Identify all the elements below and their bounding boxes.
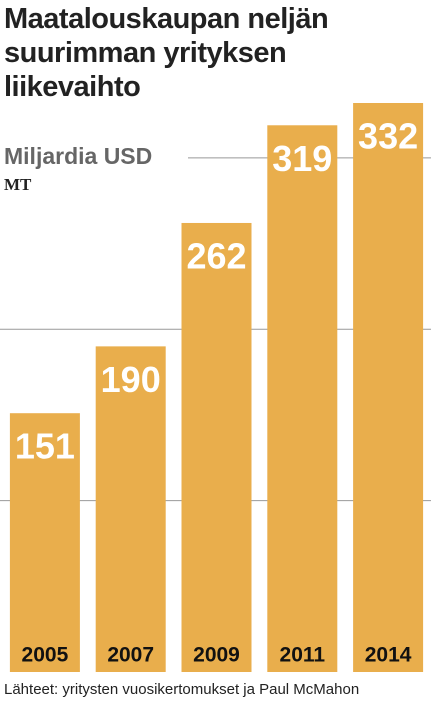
source: Lähteet: yritysten vuosikertomukset ja P… bbox=[4, 681, 359, 698]
logo: MT bbox=[4, 175, 32, 194]
bar bbox=[95, 346, 166, 672]
bars: 151 2005 190 2007 262 2009 319 2011 332 2014 bbox=[9, 103, 424, 672]
value-label: 151 bbox=[15, 426, 75, 467]
bar bbox=[353, 103, 424, 672]
bar bbox=[181, 222, 252, 672]
bar bbox=[267, 125, 338, 672]
value-label: 332 bbox=[358, 116, 418, 157]
x-tick-label: 2005 bbox=[22, 644, 69, 667]
subtitle-backdrop bbox=[0, 140, 188, 200]
bar bbox=[9, 413, 80, 672]
value-label: 262 bbox=[186, 235, 246, 276]
x-tick-label: 2011 bbox=[280, 644, 326, 667]
x-tick-label: 2009 bbox=[193, 644, 240, 667]
x-tick-label: 2014 bbox=[365, 644, 412, 667]
value-label: 319 bbox=[272, 138, 332, 179]
x-tick-label: 2007 bbox=[107, 644, 154, 667]
value-label: 190 bbox=[101, 359, 161, 400]
subtitle: Miljardia USD bbox=[4, 143, 152, 169]
chart-title: Maatalouskaupan neljän suurimman yrityks… bbox=[4, 3, 329, 103]
